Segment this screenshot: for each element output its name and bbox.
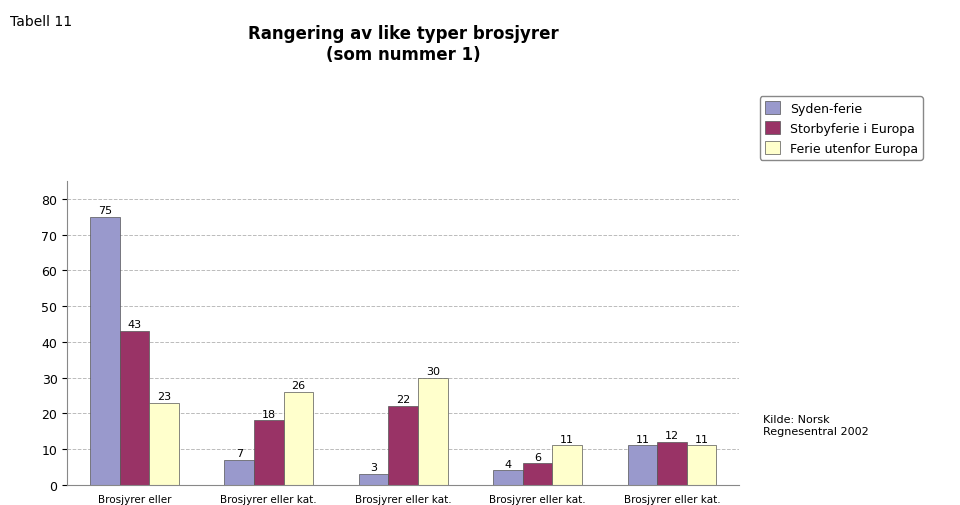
Bar: [686, 445, 716, 485]
Text: 26: 26: [291, 380, 305, 390]
Text: 23: 23: [156, 391, 171, 401]
Text: 7: 7: [235, 448, 243, 458]
Bar: [359, 474, 389, 485]
Bar: [493, 471, 523, 485]
Bar: [658, 442, 686, 485]
Text: 75: 75: [98, 206, 112, 216]
Text: 30: 30: [426, 366, 440, 376]
Text: 18: 18: [262, 409, 276, 419]
Text: 11: 11: [695, 434, 708, 444]
Bar: [90, 218, 120, 485]
Text: 11: 11: [561, 434, 574, 444]
Bar: [389, 407, 418, 485]
Text: Tabell 11: Tabell 11: [10, 15, 72, 29]
Text: 22: 22: [396, 394, 410, 405]
Text: 12: 12: [665, 430, 679, 440]
Text: Rangering av like typer brosjyrer
(som nummer 1): Rangering av like typer brosjyrer (som n…: [248, 25, 559, 64]
Text: 4: 4: [504, 459, 512, 469]
Bar: [552, 445, 582, 485]
Bar: [523, 464, 552, 485]
Bar: [283, 392, 313, 485]
Bar: [628, 445, 658, 485]
Text: 3: 3: [371, 463, 377, 472]
Bar: [254, 421, 283, 485]
Bar: [149, 403, 179, 485]
Text: 11: 11: [636, 434, 649, 444]
Text: 43: 43: [128, 320, 141, 330]
Bar: [418, 378, 447, 485]
Text: 6: 6: [534, 451, 541, 462]
Text: Kilde: Norsk
Regnesentral 2002: Kilde: Norsk Regnesentral 2002: [763, 414, 869, 436]
Bar: [120, 331, 149, 485]
Legend: Syden-ferie, Storbyferie i Europa, Ferie utenfor Europa: Syden-ferie, Storbyferie i Europa, Ferie…: [760, 97, 923, 161]
Bar: [225, 460, 254, 485]
